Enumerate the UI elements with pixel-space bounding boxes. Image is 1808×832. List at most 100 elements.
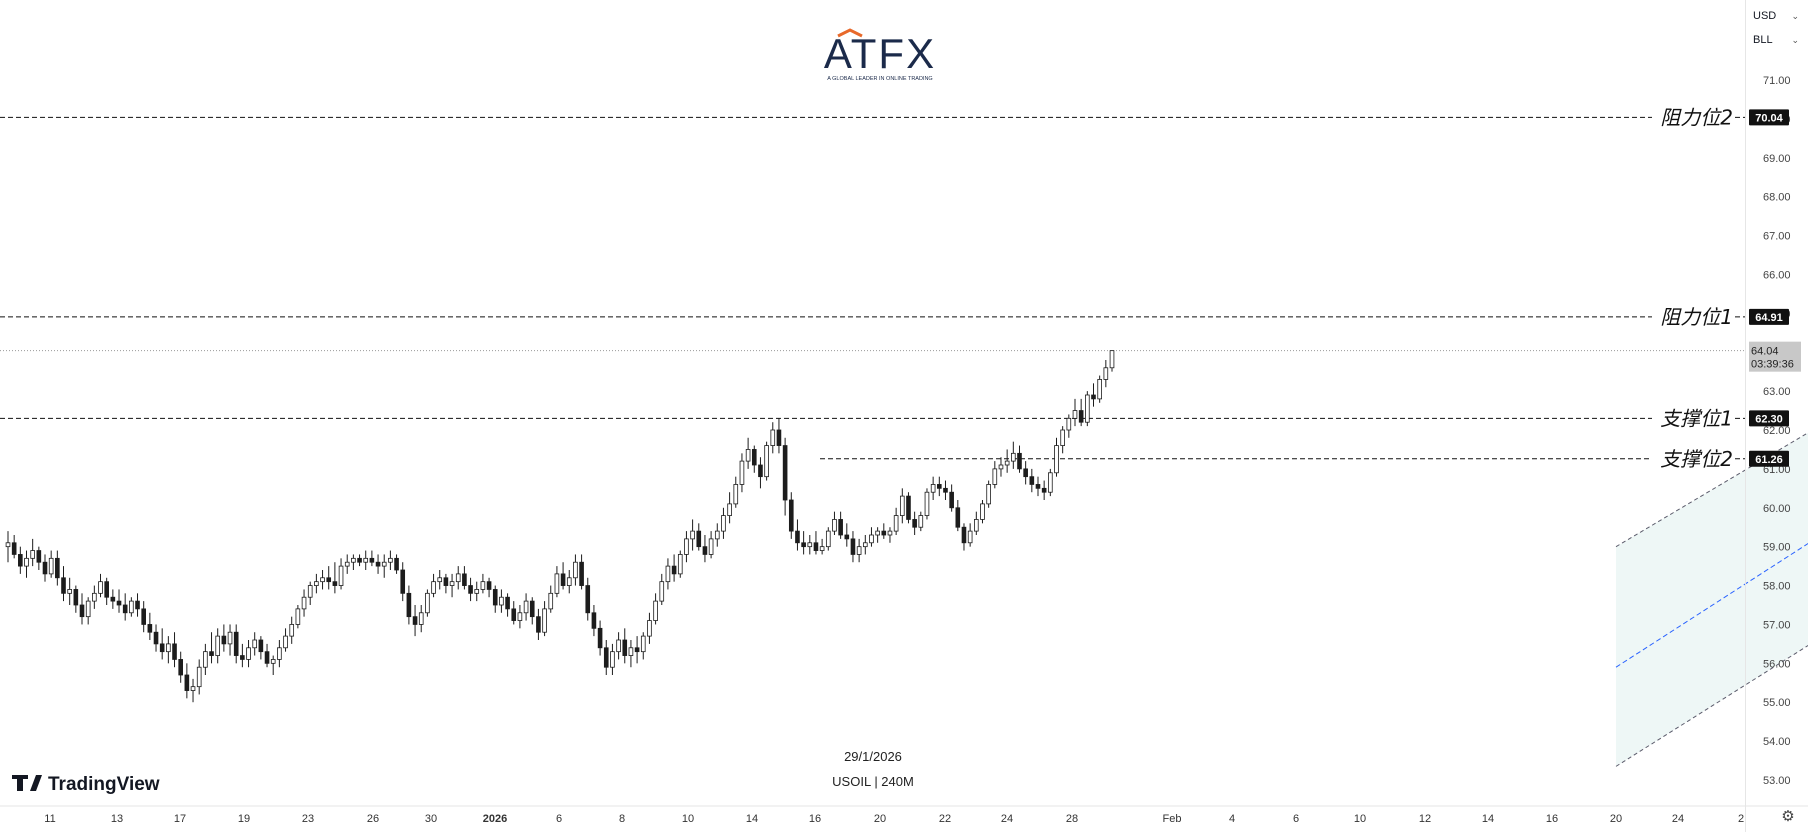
- candle: [98, 573, 103, 598]
- chevron-down-icon: ⌄: [1791, 34, 1799, 45]
- candle-body: [745, 449, 751, 462]
- candle: [548, 585, 554, 613]
- candle-body: [135, 600, 140, 610]
- candle: [172, 632, 177, 668]
- y-tick-label: 63.00: [1763, 386, 1791, 398]
- price-scale[interactable]: 53.00 54.00 55.00 56.00 57.00 58.00 59.00 60.00…: [1763, 75, 1791, 787]
- candle: [517, 605, 523, 629]
- candle-body: [862, 542, 868, 548]
- y-tick-label: 57.00: [1763, 619, 1791, 631]
- x-tick-label: 4: [1229, 813, 1235, 825]
- candle-body: [375, 561, 381, 567]
- x-tick-label: 10: [1354, 813, 1366, 825]
- candle: [357, 554, 362, 567]
- candle-body: [1085, 394, 1090, 423]
- candle-body: [542, 608, 547, 633]
- unit-selector[interactable]: BLL ⌄: [1747, 29, 1805, 51]
- candle: [1029, 468, 1035, 493]
- candle: [246, 640, 251, 668]
- candle: [1054, 437, 1059, 477]
- time-scale[interactable]: 11 13 17 19 23 26 30 2026 6 8 10 14 16 20 22 24 28 Feb 4 6 1…: [0, 805, 1808, 825]
- candle: [936, 476, 942, 497]
- candle: [881, 523, 887, 539]
- x-tick-label: 10: [682, 813, 694, 825]
- candle-body: [881, 530, 887, 536]
- candle: [147, 612, 153, 640]
- candle: [369, 550, 375, 567]
- candle: [665, 558, 671, 590]
- candle: [79, 593, 85, 625]
- candle-body: [721, 515, 726, 532]
- candle: [418, 605, 424, 633]
- candle: [474, 581, 480, 602]
- logo-tagline: A GLOBAL LEADER IN ONLINE TRADING: [827, 76, 932, 82]
- channel-fill: [1616, 432, 1808, 767]
- candle: [270, 655, 276, 675]
- candle-body: [1072, 410, 1078, 419]
- candle: [18, 546, 23, 574]
- candle-body: [659, 581, 665, 602]
- candle: [425, 589, 430, 617]
- candle: [11, 535, 17, 559]
- candle: [351, 554, 356, 570]
- candle: [801, 531, 806, 555]
- candle-body: [307, 585, 313, 598]
- candle: [733, 476, 739, 508]
- candle-body: [431, 581, 436, 594]
- candle: [338, 558, 344, 590]
- candle-body: [554, 573, 560, 594]
- candle: [653, 593, 658, 625]
- candle: [536, 608, 541, 640]
- candle-body: [73, 589, 79, 606]
- candle: [455, 566, 461, 590]
- currency-selector[interactable]: USD ⌄: [1747, 5, 1805, 27]
- candle-body: [344, 561, 350, 567]
- candle: [930, 476, 936, 500]
- candle-body: [505, 596, 510, 610]
- candle: [499, 589, 504, 613]
- tradingview-watermark[interactable]: TradingView: [12, 774, 160, 795]
- candle: [862, 535, 868, 555]
- candle: [122, 593, 128, 621]
- candle-body: [610, 651, 615, 668]
- current-price-countdown: 03:39:36: [1751, 359, 1794, 371]
- levels-group: 阻力位2 阻力位1 支撑位1 支撑位2: [0, 105, 1745, 471]
- candle: [610, 643, 615, 675]
- x-tick-label: Feb: [1163, 813, 1182, 825]
- candle-body: [936, 484, 942, 489]
- candle: [986, 480, 991, 508]
- candle-body: [301, 596, 307, 610]
- current-price-tag-bg: [1749, 341, 1801, 372]
- candle-body: [320, 577, 325, 583]
- settings-gear-icon[interactable]: ⚙: [1781, 807, 1795, 825]
- x-tick-label: 20: [1610, 813, 1622, 825]
- candle: [949, 484, 954, 512]
- price-tag: 64.91: [1749, 308, 1789, 325]
- price-tag: 62.30: [1749, 410, 1789, 427]
- candle: [24, 550, 29, 578]
- candle-body: [129, 600, 134, 614]
- candle: [233, 624, 239, 664]
- candle-body: [240, 655, 245, 660]
- candle-body: [548, 592, 554, 610]
- candle: [640, 632, 646, 660]
- candle-body: [770, 429, 776, 446]
- candle: [221, 624, 227, 652]
- candle-body: [289, 624, 295, 637]
- x-tick-label: 6: [1293, 813, 1299, 825]
- logo-text: ATFX: [824, 30, 936, 77]
- price-tag-bg: [1749, 109, 1789, 126]
- candle: [129, 597, 134, 617]
- candle-body: [499, 596, 504, 606]
- candle: [764, 441, 769, 481]
- candle-body: [795, 530, 800, 544]
- y-tick-label: 67.00: [1763, 231, 1791, 243]
- candle: [116, 589, 122, 613]
- candle-body: [283, 635, 288, 649]
- candle-body: [1060, 429, 1065, 446]
- channel-lower-line: [1615, 644, 1808, 767]
- candle-body: [326, 577, 332, 583]
- candle-body: [480, 581, 486, 590]
- candle-body: [1029, 476, 1035, 485]
